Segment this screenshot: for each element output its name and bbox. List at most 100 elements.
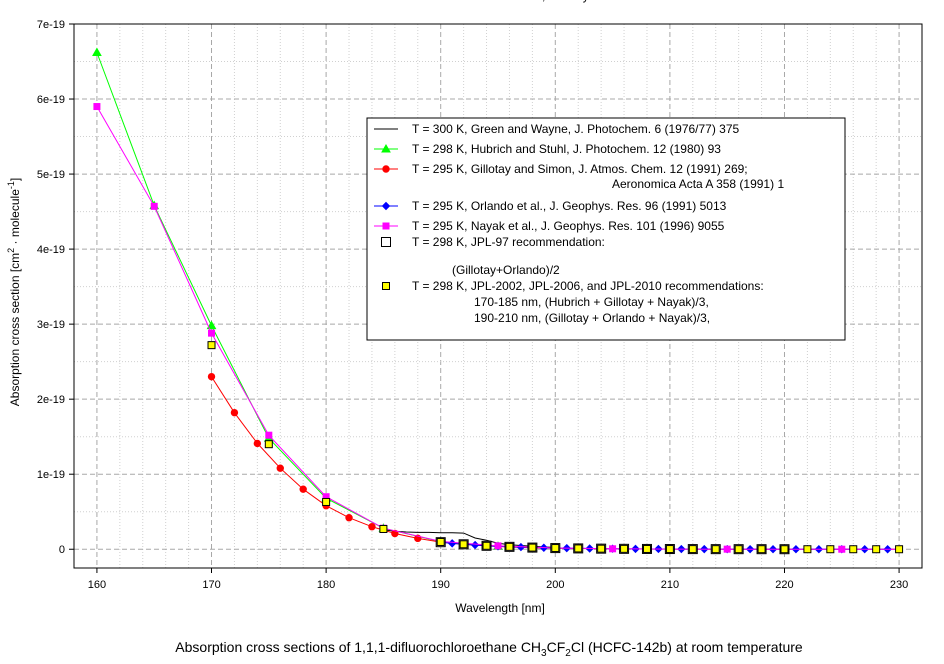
- legend-label: T = 298 K, JPL-97 recommendation:: [412, 235, 605, 249]
- series-jpl2002-point: [551, 544, 560, 553]
- caption-subscript: 3: [541, 648, 547, 659]
- y-axis-label-part: ]: [8, 178, 22, 181]
- x-tick-label: 200: [546, 579, 564, 591]
- series-hubrich-point: [92, 47, 102, 57]
- series-jpl2002-point: [895, 545, 904, 554]
- legend-item-hubrich: T = 298 K, Hubrich and Stuhl, J. Photoch…: [374, 142, 721, 156]
- caption-part: CF: [547, 639, 566, 655]
- x-tick-label: 210: [661, 579, 679, 591]
- series-nayak-point: [265, 431, 273, 439]
- x-tick-label: 220: [775, 579, 793, 591]
- legend-symbol-nayak-point: [382, 222, 390, 230]
- legend-item-gillotay: T = 295 K, Gillotay and Simon, J. Atmos.…: [374, 162, 784, 191]
- legend-box: [366, 117, 846, 341]
- series-jpl2002-point: [757, 545, 766, 554]
- series-gillotay-point: [230, 408, 239, 417]
- series-jpl2002-point: [379, 524, 388, 533]
- legend-label: T = 298 K, Hubrich and Stuhl, J. Photoch…: [412, 142, 721, 156]
- series-jpl2002-point: [826, 545, 835, 554]
- legend-symbol-jpl2002-point: [382, 282, 390, 290]
- series-green: [383, 529, 556, 548]
- series-jpl2002-point: [322, 497, 331, 506]
- series-jpl2002-point: [711, 545, 720, 554]
- series-jpl2002-point: [436, 537, 445, 546]
- series-gillotay-point: [253, 439, 262, 448]
- series-nayak-point: [609, 545, 617, 553]
- series-jpl2002-point: [780, 545, 789, 554]
- series-jpl2002-point: [620, 544, 629, 553]
- series-jpl2002-point: [597, 544, 606, 553]
- series-nayak-point: [322, 493, 330, 501]
- series-green-line: [383, 529, 556, 548]
- series-jpl2002-point: [482, 541, 491, 550]
- series-jpl2002-point: [528, 543, 537, 552]
- x-axis-label: Wavelength [nm]: [455, 601, 545, 615]
- legend-label: 190-210 nm, (Gillotay + Orlando + Nayak)…: [474, 311, 710, 325]
- series-nayak-point: [150, 202, 158, 210]
- legend-item-jpl97: T = 298 K, JPL-97 recommendation: (Gillot…: [381, 235, 605, 277]
- legend-symbol-hubrich-point: [381, 143, 391, 153]
- y-axis-label-superscript: 2: [6, 248, 16, 253]
- legend-label: 170-185 nm, (Hubrich + Gillotay + Nayak)…: [474, 295, 709, 309]
- legend-item-green: T = 300 K, Green and Wayne, J. Photochem…: [374, 122, 740, 136]
- legend-label: T = 295 K, Orlando et al., J. Geophys. R…: [412, 199, 727, 213]
- plot-frame: [73, 23, 923, 569]
- x-tick-label: 180: [317, 579, 335, 591]
- y-tick-label: 5e-19: [37, 169, 65, 181]
- series-hubrich-point: [206, 320, 217, 330]
- caption-subscript: 2: [565, 648, 571, 659]
- series-jpl2002-point: [459, 540, 468, 549]
- legend: T = 300 K, Green and Wayne, J. Photochem…: [366, 0, 846, 341]
- legend-item-orlando: T = 295 K, Orlando et al., J. Geophys. R…: [374, 199, 727, 213]
- series-gillotay-point: [276, 464, 284, 472]
- legend-label: 212-230 nm, Gillotay: [478, 0, 589, 3]
- legend-label: T = 300 K, Green and Wayne, J. Photochem…: [412, 122, 740, 136]
- series-jpl2002-point: [849, 545, 858, 554]
- series-jpl2002-point: [734, 545, 743, 554]
- series-nayak-point: [723, 545, 731, 553]
- series-nayak-point: [838, 545, 846, 553]
- series-jpl2002: [207, 341, 904, 554]
- series-jpl2002-point: [688, 545, 697, 554]
- legend-label: T = 298 K, JPL-2002, JPL-2006, and JPL-2…: [412, 279, 764, 293]
- series-nayak-point: [208, 329, 216, 337]
- caption-part: Cl (HCFC-142b) at room temperature: [571, 639, 803, 655]
- y-tick-label: 0: [59, 544, 65, 556]
- legend-label: Aeronomica Acta A 358 (1991) 1: [612, 177, 784, 191]
- y-axis-label-superscript: -1: [6, 181, 16, 189]
- legend-item-nayak: T = 295 K, Nayak et al., J. Geophys. Res…: [374, 219, 725, 233]
- series-gillotay-point: [368, 523, 376, 531]
- x-tick-label: 160: [88, 579, 106, 591]
- x-tick-label: 190: [432, 579, 450, 591]
- x-tick-label: 170: [202, 579, 220, 591]
- series-jpl2002-point: [642, 544, 651, 553]
- series-layer: [92, 47, 904, 555]
- series-jpl2002-point: [264, 440, 273, 449]
- legend-item-jpl2002: T = 298 K, JPL-2002, JPL-2006, and JPL-2…: [382, 0, 764, 325]
- chart-caption: Absorption cross sections of 1,1,1-diflu…: [175, 639, 803, 659]
- series-jpl2002-point: [207, 341, 216, 350]
- series-gillotay-point: [207, 372, 216, 381]
- y-axis-label: Absorption cross section [cm2 · molecule…: [6, 178, 22, 406]
- series-jpl2002-point: [872, 545, 881, 554]
- series-jpl2002-point: [665, 545, 674, 554]
- y-axis-label-part: Absorption cross section [cm: [8, 253, 22, 406]
- caption-part: Absorption cross sections of 1,1,1-diflu…: [175, 639, 541, 655]
- legend-label: T = 295 K, Nayak et al., J. Geophys. Res…: [412, 219, 725, 233]
- y-tick-label: 6e-19: [37, 94, 65, 106]
- y-axis-label-part: · molecule: [8, 189, 22, 248]
- legend-symbol-jpl97-point: [381, 237, 391, 247]
- series-gillotay-point: [299, 485, 307, 493]
- series-gillotay-point: [391, 529, 399, 538]
- legend-label: T = 295 K, Gillotay and Simon, J. Atmos.…: [412, 162, 748, 176]
- y-tick-label: 7e-19: [37, 19, 65, 31]
- legend-symbol-orlando-point: [381, 201, 391, 211]
- x-tick-label: 230: [890, 579, 908, 591]
- series-jpl2002-point: [505, 542, 514, 551]
- series-nayak-point: [494, 542, 502, 550]
- x-axis-ticks: 160 170 180 190 200 210 220 230: [88, 568, 908, 591]
- y-tick-label: 1e-19: [37, 469, 65, 481]
- y-axis-ticks: 0 1e-19 2e-19 3e-19 4e-19 5e-19 6e-19 7e-19: [37, 19, 74, 556]
- series-gillotay-point: [345, 514, 353, 522]
